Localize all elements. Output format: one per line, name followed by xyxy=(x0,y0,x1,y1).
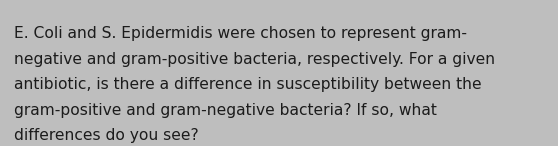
Text: antibiotic, is there a difference in susceptibility between the: antibiotic, is there a difference in sus… xyxy=(14,77,482,92)
Text: negative and gram-positive bacteria, respectively. For a given: negative and gram-positive bacteria, res… xyxy=(14,52,495,67)
Text: differences do you see?: differences do you see? xyxy=(14,128,199,144)
Text: E. Coli and S. Epidermidis were chosen to represent gram-: E. Coli and S. Epidermidis were chosen t… xyxy=(14,26,467,41)
Text: gram-positive and gram-negative bacteria? If so, what: gram-positive and gram-negative bacteria… xyxy=(14,103,437,118)
